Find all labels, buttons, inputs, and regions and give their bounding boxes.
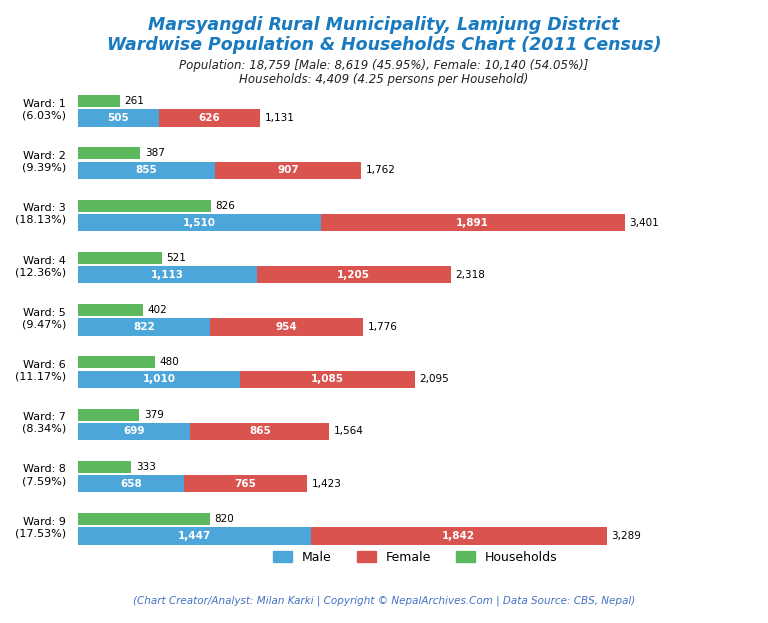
- Bar: [78, 513, 210, 525]
- Text: 521: 521: [167, 253, 187, 263]
- Text: 2,318: 2,318: [455, 270, 485, 280]
- Bar: [78, 214, 320, 231]
- Text: 865: 865: [249, 427, 270, 437]
- Text: 1,776: 1,776: [368, 322, 398, 332]
- Bar: [78, 475, 184, 492]
- Text: 261: 261: [124, 96, 144, 107]
- Bar: [240, 371, 415, 388]
- Text: 333: 333: [136, 462, 156, 472]
- Text: Population: 18,759 [Male: 8,619 (45.95%), Female: 10,140 (54.05%)]: Population: 18,759 [Male: 8,619 (45.95%)…: [179, 59, 589, 72]
- Bar: [78, 318, 210, 336]
- Bar: [78, 252, 162, 264]
- Bar: [310, 527, 607, 545]
- Text: 626: 626: [199, 113, 220, 123]
- Text: 1,891: 1,891: [456, 217, 489, 227]
- Text: Households: 4,409 (4.25 persons per Household): Households: 4,409 (4.25 persons per Hous…: [240, 73, 528, 86]
- Bar: [190, 423, 329, 440]
- Bar: [320, 214, 624, 231]
- Text: 1,510: 1,510: [183, 217, 216, 227]
- Text: 3,289: 3,289: [611, 531, 641, 541]
- Text: 954: 954: [276, 322, 297, 332]
- Text: 699: 699: [124, 427, 145, 437]
- Bar: [78, 95, 120, 107]
- Text: 1,564: 1,564: [334, 427, 364, 437]
- Bar: [184, 475, 306, 492]
- Text: Wardwise Population & Households Chart (2011 Census): Wardwise Population & Households Chart (…: [107, 36, 661, 54]
- Text: 855: 855: [136, 165, 157, 175]
- Text: 820: 820: [214, 514, 234, 524]
- Text: 402: 402: [147, 305, 167, 315]
- Bar: [78, 527, 310, 545]
- Bar: [257, 266, 451, 283]
- Bar: [78, 461, 131, 473]
- Text: 379: 379: [144, 409, 164, 420]
- Bar: [159, 110, 260, 127]
- Text: Marsyangdi Rural Municipality, Lamjung District: Marsyangdi Rural Municipality, Lamjung D…: [148, 16, 620, 34]
- Text: 1,131: 1,131: [264, 113, 294, 123]
- Bar: [78, 148, 140, 159]
- Bar: [78, 200, 210, 212]
- Text: 1,447: 1,447: [177, 531, 211, 541]
- Text: 1,113: 1,113: [151, 270, 184, 280]
- Text: 765: 765: [234, 478, 256, 488]
- Bar: [78, 423, 190, 440]
- Text: 907: 907: [277, 165, 299, 175]
- Text: 2,095: 2,095: [419, 374, 449, 384]
- Bar: [210, 318, 363, 336]
- Text: 1,762: 1,762: [366, 165, 396, 175]
- Text: 1,423: 1,423: [312, 478, 341, 488]
- Bar: [78, 356, 155, 368]
- Text: 1,085: 1,085: [311, 374, 344, 384]
- Text: 480: 480: [160, 358, 180, 368]
- Text: 387: 387: [145, 148, 165, 158]
- Text: 822: 822: [133, 322, 155, 332]
- Text: 1,205: 1,205: [337, 270, 370, 280]
- Text: 826: 826: [216, 201, 235, 211]
- Bar: [78, 266, 257, 283]
- Bar: [78, 110, 159, 127]
- Bar: [78, 161, 215, 179]
- Bar: [78, 371, 240, 388]
- Bar: [215, 161, 361, 179]
- Bar: [78, 409, 139, 421]
- Text: 1,010: 1,010: [143, 374, 176, 384]
- Legend: Male, Female, Households: Male, Female, Households: [269, 546, 562, 569]
- Text: 3,401: 3,401: [630, 217, 659, 227]
- Text: 658: 658: [120, 478, 141, 488]
- Text: 1,842: 1,842: [442, 531, 475, 541]
- Text: 505: 505: [108, 113, 129, 123]
- Bar: [78, 304, 143, 316]
- Text: (Chart Creator/Analyst: Milan Karki | Copyright © NepalArchives.Com | Data Sourc: (Chart Creator/Analyst: Milan Karki | Co…: [133, 596, 635, 606]
